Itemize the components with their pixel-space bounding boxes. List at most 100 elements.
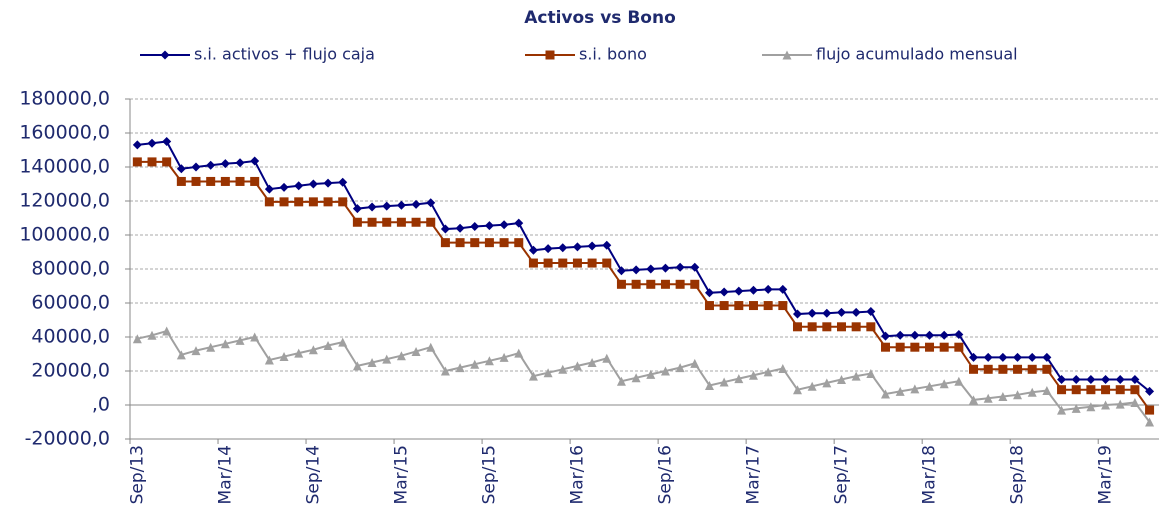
marker — [1086, 402, 1096, 412]
marker — [763, 284, 773, 294]
marker — [822, 378, 832, 388]
y-tick-label: ,0 — [92, 394, 110, 416]
marker — [470, 238, 480, 248]
marker — [1145, 417, 1155, 427]
marker — [396, 217, 406, 227]
marker — [807, 308, 817, 318]
marker — [836, 322, 846, 332]
marker — [895, 386, 905, 396]
marker — [338, 337, 348, 347]
marker — [616, 266, 626, 276]
marker — [558, 258, 568, 268]
marker — [382, 217, 392, 227]
marker — [294, 181, 304, 191]
series-line — [137, 140, 1151, 393]
marker — [1042, 364, 1052, 374]
marker — [440, 224, 450, 234]
x-tick-label: Sep/15 — [479, 445, 499, 504]
legend-label: s.i. activos + flujo caja — [194, 45, 375, 64]
marker — [470, 222, 480, 231]
marker — [954, 342, 964, 352]
marker — [1086, 375, 1096, 384]
marker — [690, 279, 700, 289]
marker — [484, 221, 494, 231]
marker — [132, 334, 142, 344]
y-tick-label: 40000,0 — [31, 326, 110, 348]
marker — [1130, 397, 1140, 407]
marker — [264, 355, 274, 365]
marker — [308, 179, 318, 189]
marker — [308, 345, 318, 355]
marker — [1115, 375, 1125, 384]
marker — [1115, 399, 1125, 409]
marker — [220, 176, 230, 186]
marker — [426, 217, 436, 227]
marker — [734, 374, 744, 384]
marker — [675, 363, 685, 373]
x-tick-label: Sep/18 — [1008, 445, 1028, 504]
marker — [646, 279, 656, 289]
marker — [881, 389, 891, 399]
marker — [910, 384, 920, 394]
marker — [690, 358, 700, 368]
marker — [279, 182, 289, 192]
marker — [206, 176, 216, 186]
marker — [558, 243, 568, 253]
marker — [836, 375, 846, 384]
marker — [484, 238, 494, 248]
marker — [587, 258, 597, 268]
marker — [969, 395, 979, 405]
marker — [616, 279, 626, 289]
x-tick-label: Sep/14 — [303, 445, 323, 504]
marker — [866, 322, 876, 332]
marker — [1145, 386, 1155, 396]
y-tick-label: 180000,0 — [19, 88, 110, 110]
marker — [1027, 352, 1037, 362]
marker — [396, 351, 406, 361]
marker — [514, 238, 524, 248]
marker — [250, 176, 260, 186]
marker — [910, 342, 920, 352]
marker — [499, 352, 509, 362]
marker — [220, 339, 230, 349]
marker — [1130, 385, 1140, 395]
marker — [1027, 387, 1037, 397]
marker — [396, 200, 406, 210]
marker — [792, 309, 802, 319]
marker — [558, 364, 568, 374]
marker — [528, 371, 538, 381]
marker — [587, 241, 597, 251]
marker — [220, 159, 230, 169]
marker — [866, 307, 876, 316]
marker — [294, 348, 304, 358]
marker — [778, 301, 788, 311]
marker — [763, 367, 773, 377]
marker — [602, 353, 612, 363]
marker — [426, 342, 436, 352]
marker — [1145, 405, 1155, 415]
marker — [969, 352, 979, 362]
marker — [147, 330, 157, 340]
marker — [455, 238, 465, 248]
marker — [264, 197, 274, 207]
series-line — [137, 329, 1151, 423]
y-tick-label: 140000,0 — [19, 156, 110, 178]
marker — [264, 184, 274, 194]
marker — [792, 322, 802, 332]
marker — [748, 301, 758, 311]
marker — [954, 329, 964, 339]
marker — [704, 380, 714, 390]
y-tick-label: -20000,0 — [25, 428, 110, 450]
marker — [250, 156, 260, 166]
marker — [1057, 385, 1067, 395]
marker — [1042, 386, 1052, 396]
y-tick-label: 20000,0 — [31, 360, 110, 382]
marker — [235, 335, 245, 345]
series-line — [137, 160, 1151, 411]
marker — [734, 286, 744, 296]
marker — [543, 244, 553, 254]
marker — [1086, 385, 1096, 395]
marker — [514, 348, 524, 358]
marker — [1071, 385, 1081, 395]
